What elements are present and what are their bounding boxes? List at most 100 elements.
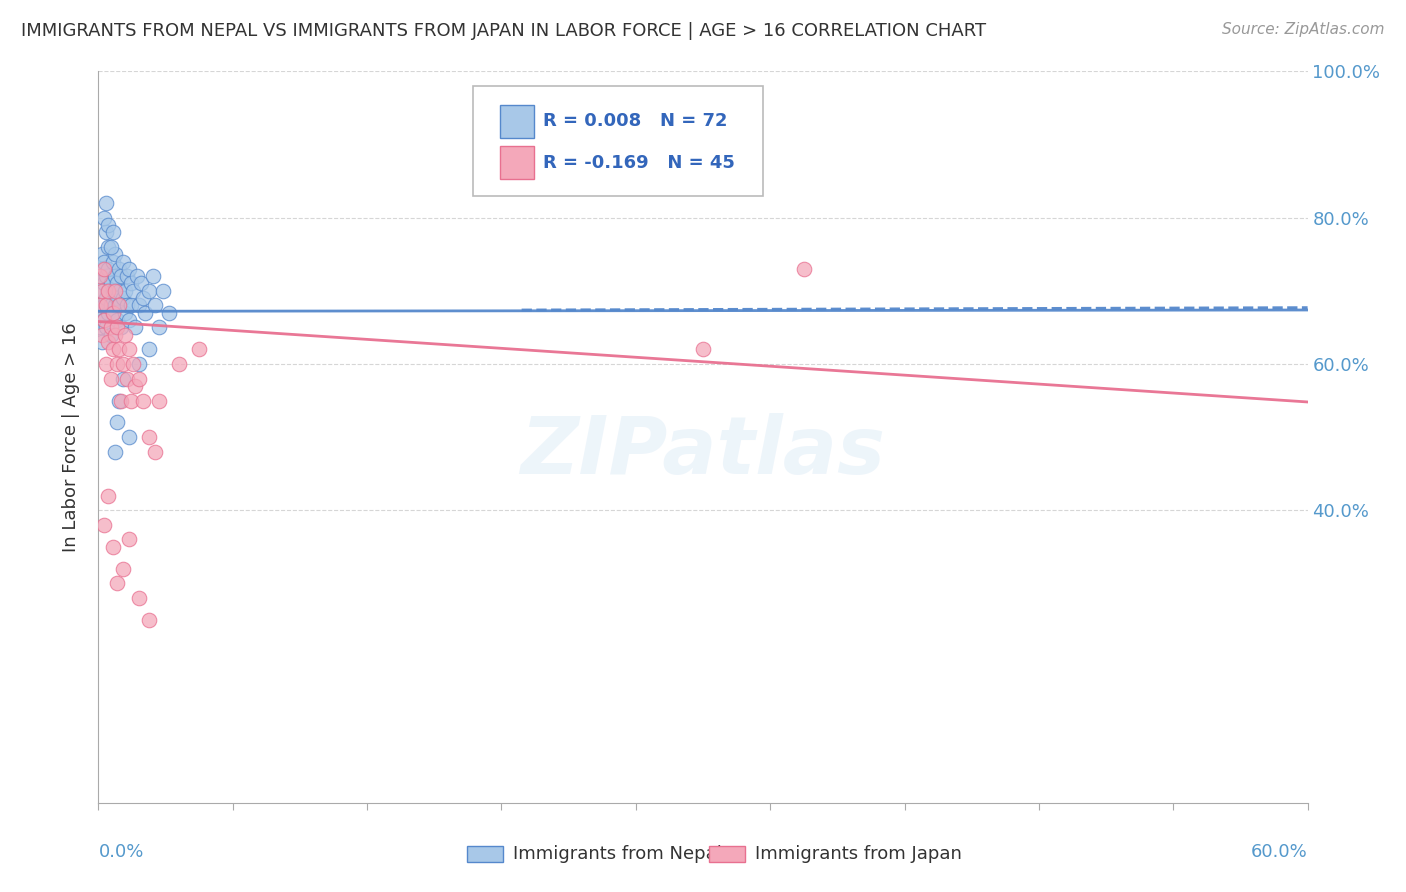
Point bbox=[100, 277, 122, 291]
Point bbox=[93, 298, 115, 312]
Point bbox=[97, 218, 120, 232]
Point bbox=[89, 320, 111, 334]
Point bbox=[120, 277, 142, 291]
Point bbox=[100, 320, 122, 334]
Text: Immigrants from Japan: Immigrants from Japan bbox=[755, 845, 962, 863]
Point bbox=[105, 357, 128, 371]
Point bbox=[101, 225, 124, 239]
Point bbox=[97, 334, 120, 349]
Point bbox=[101, 306, 124, 320]
Point bbox=[91, 284, 114, 298]
Point bbox=[115, 298, 138, 312]
Point bbox=[124, 320, 146, 334]
Point bbox=[111, 291, 134, 305]
Point bbox=[152, 284, 174, 298]
Point bbox=[107, 261, 129, 276]
Point bbox=[91, 306, 114, 320]
Point bbox=[96, 298, 118, 312]
Point bbox=[167, 357, 190, 371]
Point bbox=[118, 533, 141, 547]
Point bbox=[142, 269, 165, 284]
Point bbox=[101, 540, 124, 554]
Point bbox=[97, 284, 120, 298]
Point bbox=[793, 261, 815, 276]
Point bbox=[91, 334, 114, 349]
Point bbox=[91, 327, 114, 342]
Point bbox=[91, 261, 114, 276]
Point bbox=[96, 320, 118, 334]
Point bbox=[93, 277, 115, 291]
Point bbox=[100, 240, 122, 254]
Point bbox=[100, 298, 122, 312]
Point bbox=[101, 254, 124, 268]
Point bbox=[93, 261, 115, 276]
Point bbox=[110, 393, 132, 408]
Point bbox=[97, 261, 120, 276]
Point bbox=[110, 320, 132, 334]
Point bbox=[105, 291, 128, 305]
Point bbox=[188, 343, 211, 357]
Point bbox=[107, 298, 129, 312]
Point bbox=[101, 306, 124, 320]
Point bbox=[114, 327, 136, 342]
Point bbox=[105, 576, 128, 591]
Point bbox=[121, 284, 143, 298]
Point bbox=[114, 284, 136, 298]
Point bbox=[111, 357, 134, 371]
Point bbox=[89, 269, 111, 284]
Point bbox=[107, 298, 129, 312]
Point bbox=[97, 306, 120, 320]
Text: ZIPatlas: ZIPatlas bbox=[520, 413, 886, 491]
Point bbox=[692, 343, 714, 357]
Point bbox=[138, 343, 160, 357]
Point bbox=[89, 298, 111, 312]
Text: R = -0.169   N = 45: R = -0.169 N = 45 bbox=[543, 153, 735, 172]
Point bbox=[103, 444, 125, 458]
Point bbox=[105, 320, 128, 334]
Point bbox=[129, 277, 152, 291]
Point bbox=[100, 371, 122, 385]
Point bbox=[138, 430, 160, 444]
Point bbox=[148, 320, 170, 334]
Bar bbox=[501, 146, 534, 179]
Point bbox=[97, 240, 120, 254]
Point bbox=[125, 269, 148, 284]
Point bbox=[103, 327, 125, 342]
Point bbox=[128, 357, 150, 371]
Point bbox=[128, 371, 150, 385]
Point bbox=[118, 430, 141, 444]
Point bbox=[97, 489, 120, 503]
Point bbox=[138, 613, 160, 627]
Bar bbox=[467, 846, 503, 862]
Point bbox=[93, 211, 115, 225]
Point bbox=[111, 371, 134, 385]
Point bbox=[124, 379, 146, 393]
Point bbox=[128, 591, 150, 605]
Point bbox=[96, 357, 118, 371]
Point bbox=[93, 517, 115, 532]
Point bbox=[96, 225, 118, 239]
Point bbox=[120, 298, 142, 312]
Point bbox=[93, 313, 115, 327]
Point bbox=[114, 306, 136, 320]
Point bbox=[101, 343, 124, 357]
FancyBboxPatch shape bbox=[474, 86, 763, 195]
Point bbox=[111, 562, 134, 576]
Point bbox=[118, 343, 141, 357]
Point bbox=[103, 298, 125, 312]
Text: IMMIGRANTS FROM NEPAL VS IMMIGRANTS FROM JAPAN IN LABOR FORCE | AGE > 16 CORRELA: IMMIGRANTS FROM NEPAL VS IMMIGRANTS FROM… bbox=[21, 22, 986, 40]
Point bbox=[93, 313, 115, 327]
Point bbox=[110, 269, 132, 284]
Y-axis label: In Labor Force | Age > 16: In Labor Force | Age > 16 bbox=[62, 322, 80, 552]
Point bbox=[148, 393, 170, 408]
Point bbox=[128, 298, 150, 312]
Point bbox=[105, 277, 128, 291]
Point bbox=[96, 269, 118, 284]
Point bbox=[157, 306, 180, 320]
Point bbox=[105, 416, 128, 430]
Text: R = 0.008   N = 72: R = 0.008 N = 72 bbox=[543, 112, 728, 130]
Point bbox=[118, 261, 141, 276]
Point bbox=[96, 196, 118, 211]
Point bbox=[89, 269, 111, 284]
Text: 0.0%: 0.0% bbox=[98, 843, 143, 861]
